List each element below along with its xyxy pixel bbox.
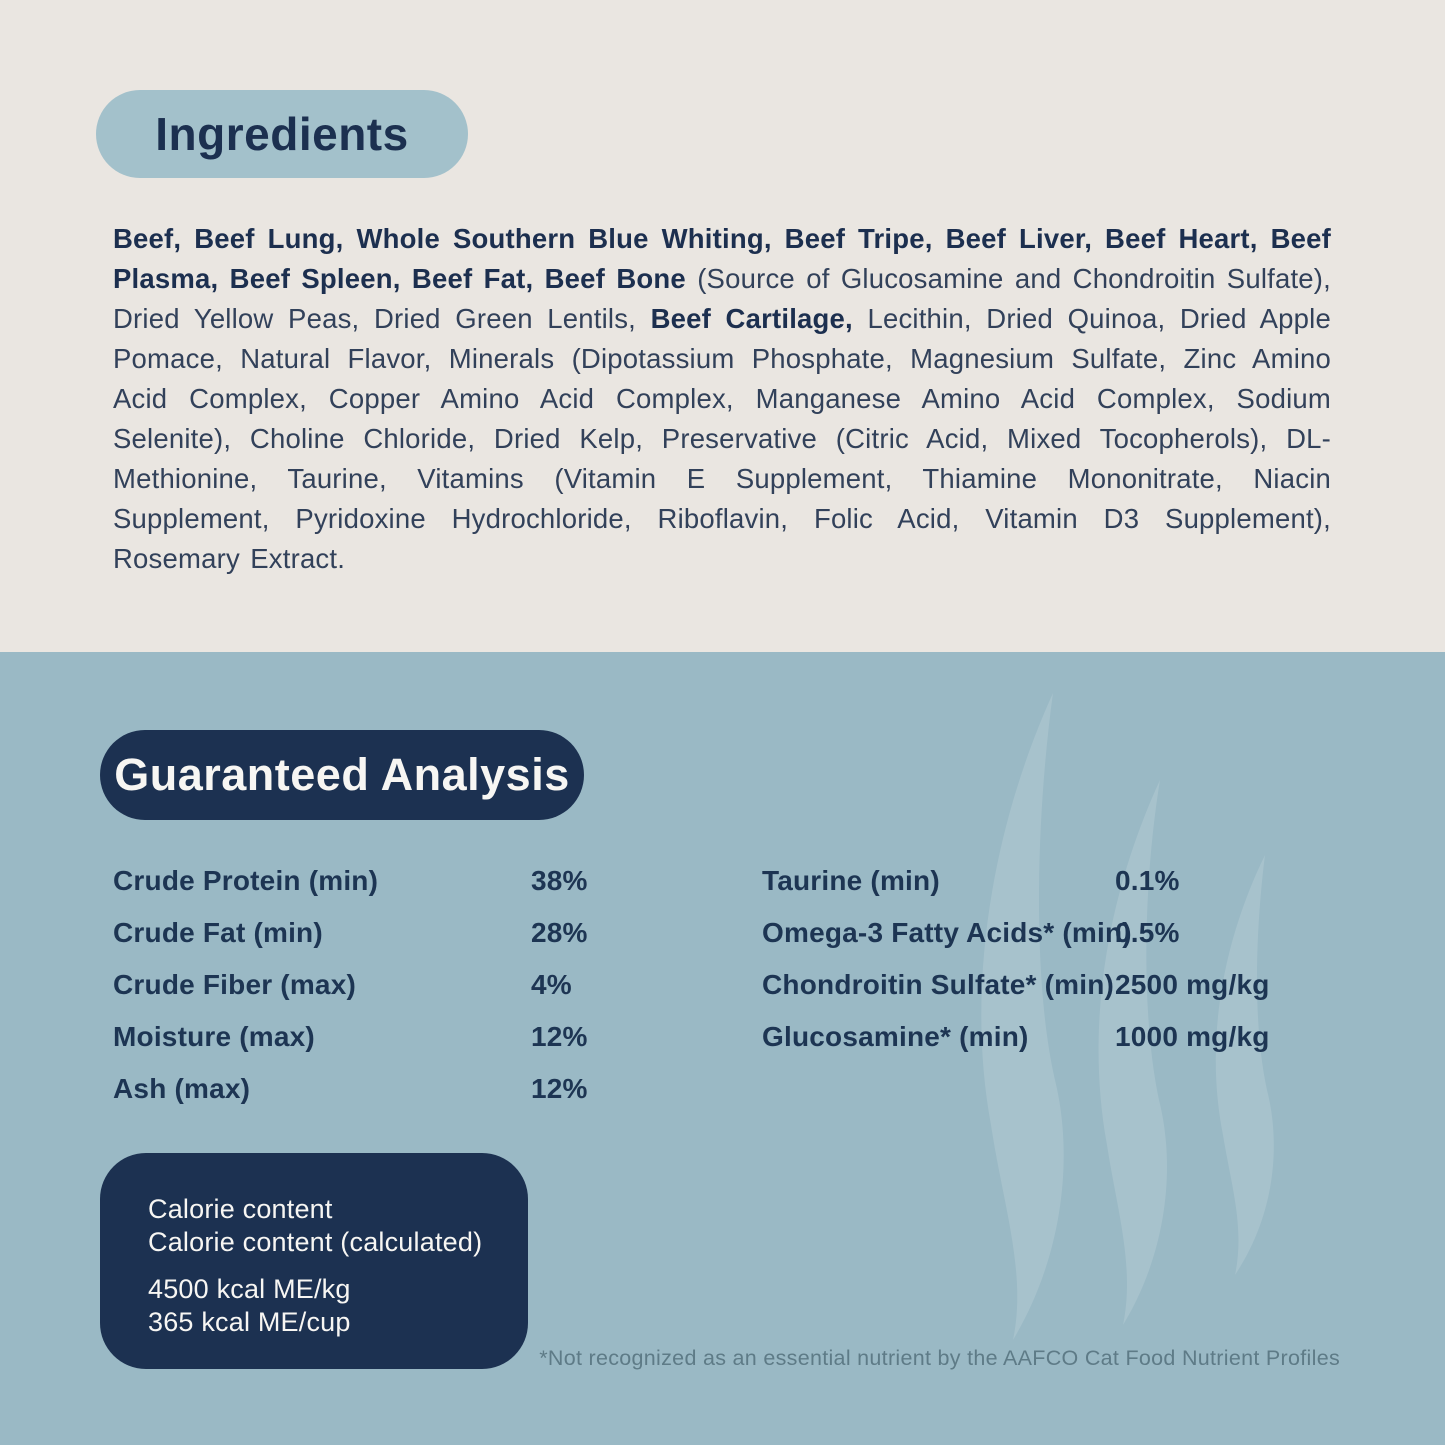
ingredients-segment-bold: Beef, Beef Lung, Whole Southern Blue Whi… bbox=[113, 223, 1331, 294]
nutrient-label: Moisture (max) bbox=[113, 1021, 315, 1052]
aafco-footnote: *Not recognized as an essential nutrient… bbox=[539, 1346, 1340, 1370]
analysis-row: Omega-3 Fatty Acids* (min) 0.5% bbox=[762, 907, 1402, 959]
calorie-content-line: Calorie content (calculated) bbox=[148, 1227, 483, 1257]
nutrient-value: 12% bbox=[531, 1021, 588, 1052]
calorie-content-line: Calorie content bbox=[148, 1194, 333, 1224]
analysis-table-left-column: Crude Protein (min) 38% Crude Fat (min) … bbox=[113, 855, 673, 1115]
calorie-content-box: Calorie content Calorie content (calcula… bbox=[100, 1153, 528, 1369]
nutrient-value: 1000 mg/kg bbox=[1115, 1021, 1270, 1052]
ingredients-heading-pill: Ingredients bbox=[96, 90, 468, 178]
nutrient-value: 12% bbox=[531, 1073, 588, 1104]
analysis-row: Glucosamine* (min) 1000 mg/kg bbox=[762, 1011, 1402, 1063]
analysis-row: Moisture (max) 12% bbox=[113, 1011, 673, 1063]
analysis-row: Crude Fat (min) 28% bbox=[113, 907, 673, 959]
nutrient-value: 28% bbox=[531, 917, 588, 948]
analysis-row: Crude Protein (min) 38% bbox=[113, 855, 673, 907]
nutrient-label: Omega-3 Fatty Acids* (min) bbox=[762, 917, 1132, 948]
nutrient-label: Glucosamine* (min) bbox=[762, 1021, 1029, 1052]
nutrient-label: Crude Fat (min) bbox=[113, 917, 323, 948]
analysis-table-right-column: Taurine (min) 0.1% Omega-3 Fatty Acids* … bbox=[762, 855, 1402, 1063]
guaranteed-analysis-heading-label: Guaranteed Analysis bbox=[114, 749, 570, 800]
nutrient-value: 4% bbox=[531, 969, 572, 1000]
calorie-value-line: 4500 kcal ME/kg bbox=[148, 1274, 351, 1304]
nutrient-value: 2500 mg/kg bbox=[1115, 969, 1270, 1000]
nutrient-value: 38% bbox=[531, 865, 588, 896]
ingredients-section: Ingredients Beef, Beef Lung, Whole South… bbox=[0, 0, 1445, 652]
analysis-row: Taurine (min) 0.1% bbox=[762, 855, 1402, 907]
nutrient-label: Chondroitin Sulfate* (min) bbox=[762, 969, 1115, 1000]
guaranteed-analysis-heading-pill: Guaranteed Analysis bbox=[100, 730, 584, 820]
ingredients-segment: Lecithin, Dried Quinoa, Dried Apple Poma… bbox=[113, 303, 1331, 574]
nutrient-label: Crude Fiber (max) bbox=[113, 969, 356, 1000]
nutrient-label: Taurine (min) bbox=[762, 865, 940, 896]
nutrient-label: Crude Protein (min) bbox=[113, 865, 379, 896]
analysis-row: Chondroitin Sulfate* (min) 2500 mg/kg bbox=[762, 959, 1402, 1011]
nutrient-value: 0.5% bbox=[1115, 917, 1180, 948]
guaranteed-analysis-section: Guaranteed Analysis Crude Protein (min) … bbox=[0, 652, 1445, 1445]
nutrient-label: Ash (max) bbox=[113, 1073, 251, 1104]
nutrient-value: 0.1% bbox=[1115, 865, 1180, 896]
ingredients-paragraph: Beef, Beef Lung, Whole Southern Blue Whi… bbox=[113, 219, 1331, 579]
analysis-row: Crude Fiber (max) 4% bbox=[113, 959, 673, 1011]
ingredients-heading-label: Ingredients bbox=[155, 108, 409, 160]
ingredients-segment: (Source of Glucosamine and Chondroitin S… bbox=[113, 263, 1331, 334]
calorie-value-line: 365 kcal ME/cup bbox=[148, 1307, 351, 1337]
ingredients-segment-bold: Beef Cartilage, bbox=[650, 303, 853, 334]
analysis-row: Ash (max) 12% bbox=[113, 1063, 673, 1115]
